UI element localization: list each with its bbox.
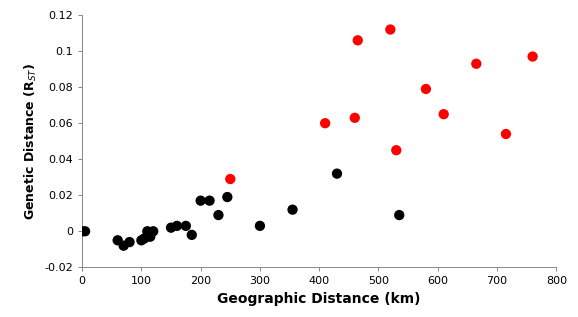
Point xyxy=(181,223,191,229)
Point xyxy=(223,195,232,200)
Point xyxy=(332,171,342,176)
Point xyxy=(137,238,146,243)
Point xyxy=(113,238,123,243)
Y-axis label: Genetic Distance (R$_{ST}$): Genetic Distance (R$_{ST}$) xyxy=(23,62,39,220)
Point xyxy=(143,229,152,234)
Point xyxy=(149,229,158,234)
Point xyxy=(166,225,176,230)
Point xyxy=(386,27,395,32)
Point xyxy=(125,240,134,245)
Point xyxy=(80,229,90,234)
Point xyxy=(528,54,537,59)
Point xyxy=(439,112,449,117)
Point xyxy=(205,198,214,203)
Point xyxy=(140,236,149,241)
Point xyxy=(255,223,265,229)
Point xyxy=(288,207,297,212)
Point xyxy=(196,198,205,203)
Point xyxy=(119,243,128,248)
Point xyxy=(225,177,235,182)
Point xyxy=(421,87,431,92)
Point xyxy=(472,61,481,66)
Point xyxy=(214,212,223,217)
Point xyxy=(501,132,510,137)
Point xyxy=(146,234,155,239)
Point xyxy=(350,115,360,120)
Point xyxy=(77,229,87,234)
X-axis label: Geographic Distance (km): Geographic Distance (km) xyxy=(217,292,421,306)
Point xyxy=(392,148,401,153)
Point xyxy=(353,38,362,43)
Point xyxy=(321,121,330,126)
Point xyxy=(187,232,197,237)
Point xyxy=(395,212,404,217)
Point xyxy=(172,223,181,229)
